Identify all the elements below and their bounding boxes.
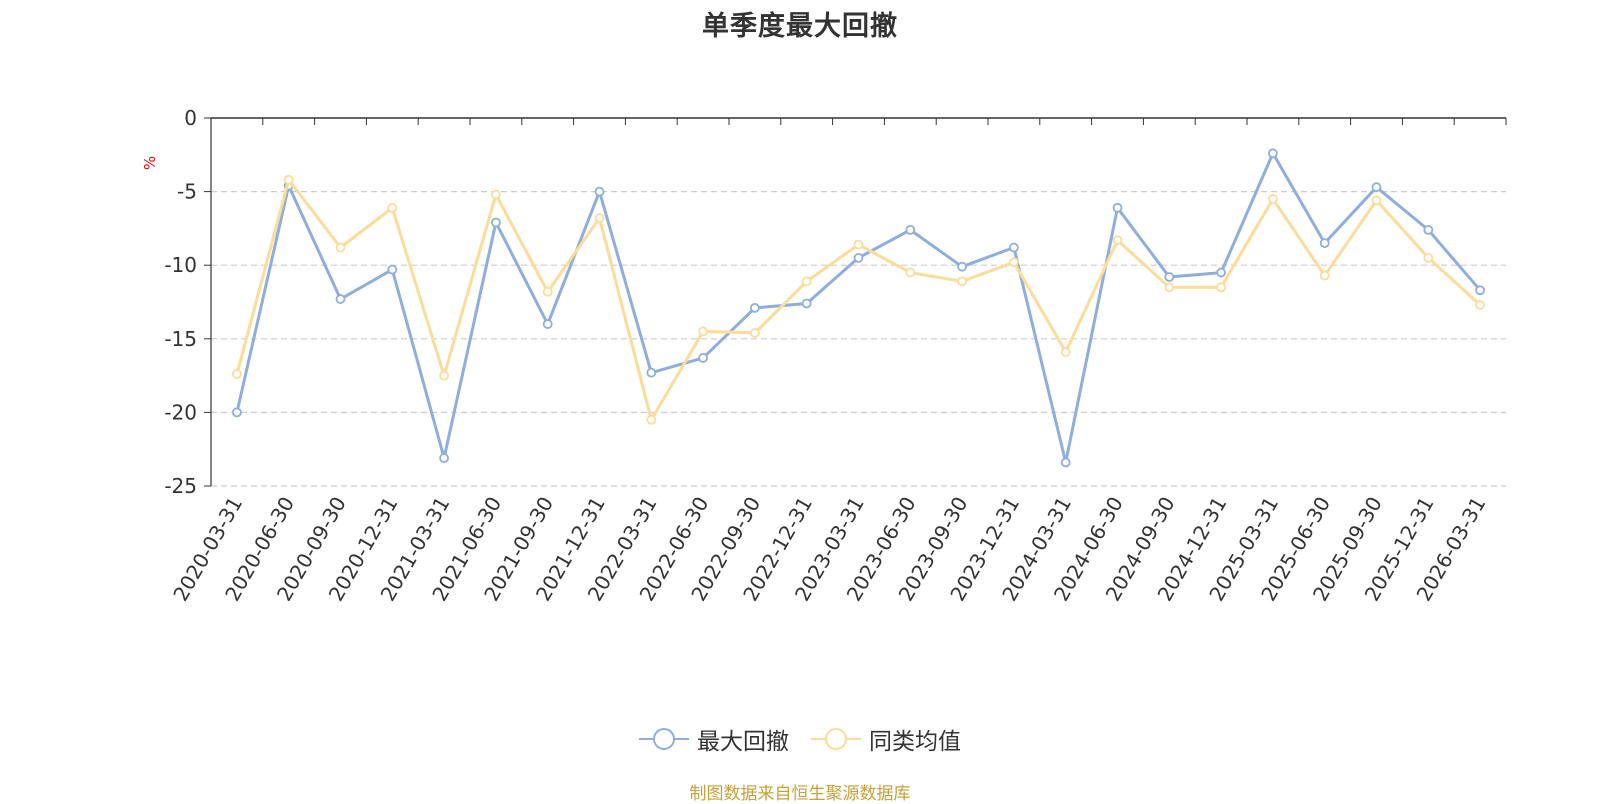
grid-lines xyxy=(211,191,1506,487)
data-point xyxy=(905,224,916,235)
data-point xyxy=(283,174,294,185)
series-layer xyxy=(231,148,1485,468)
data-point xyxy=(335,242,346,253)
data-point xyxy=(490,217,501,228)
data-point xyxy=(698,353,708,363)
data-point xyxy=(387,264,398,275)
data-point xyxy=(1164,272,1175,282)
data-point xyxy=(1164,282,1175,293)
legend-item-max-drawdown[interactable]: 最大回撤 xyxy=(639,722,789,756)
data-point xyxy=(594,213,605,223)
legend-label: 最大回撤 xyxy=(697,729,789,755)
data-point xyxy=(439,370,450,381)
data-point xyxy=(490,189,501,200)
y-axis-unit-label: % xyxy=(141,156,159,170)
data-point xyxy=(957,261,967,272)
data-point xyxy=(439,453,450,463)
y-tick-label: -25 xyxy=(164,474,197,498)
data-point xyxy=(1060,457,1071,468)
data-point xyxy=(646,414,657,425)
data-point xyxy=(1060,347,1071,357)
data-point xyxy=(853,239,864,250)
data-point xyxy=(905,267,916,278)
data-point xyxy=(853,252,864,263)
legend: 最大回撤 同类均值 xyxy=(0,722,1600,756)
y-tick-label: -5 xyxy=(177,180,197,204)
data-point xyxy=(231,407,242,418)
series-0 xyxy=(231,148,1485,468)
legend-circle xyxy=(653,728,675,750)
data-point xyxy=(1475,300,1485,310)
data-point xyxy=(646,367,657,378)
legend-circle xyxy=(825,728,847,750)
data-point xyxy=(542,286,553,297)
data-point xyxy=(1216,267,1226,278)
data-point xyxy=(801,298,812,309)
legend-marker-peer-average-icon xyxy=(811,728,861,750)
data-point xyxy=(1112,202,1123,213)
data-point xyxy=(1112,235,1123,246)
data-point xyxy=(750,328,760,338)
data-point xyxy=(698,326,708,337)
data-point xyxy=(801,276,812,287)
data-point xyxy=(594,186,605,197)
data-point xyxy=(957,276,967,287)
data-point xyxy=(1216,282,1226,293)
data-point xyxy=(1371,182,1382,193)
data-point xyxy=(1319,270,1330,281)
data-point xyxy=(231,369,242,380)
data-point xyxy=(1319,238,1330,249)
data-point xyxy=(750,302,760,313)
y-tick-label: -20 xyxy=(164,400,197,424)
data-point xyxy=(1268,194,1278,204)
data-point xyxy=(1371,195,1382,206)
y-tick-label: -10 xyxy=(164,253,197,277)
data-point xyxy=(1009,257,1019,268)
data-point xyxy=(1423,252,1434,263)
data-point xyxy=(1475,285,1485,296)
data-point xyxy=(387,202,398,213)
y-tick-label: 0 xyxy=(184,106,197,130)
data-point xyxy=(542,319,553,329)
data-point xyxy=(1423,224,1434,235)
data-source-note: 制图数据来自恒生聚源数据库 xyxy=(689,784,911,804)
legend-marker-max-drawdown-icon xyxy=(639,728,689,750)
data-point xyxy=(335,294,346,304)
series-1 xyxy=(231,174,1485,425)
axes: 0-5-10-15-20-252020-03-312020-06-302020-… xyxy=(164,106,1507,605)
chart-title: 单季度最大回撤 xyxy=(702,11,898,42)
y-tick-label: -15 xyxy=(164,327,197,351)
legend-label: 同类均值 xyxy=(869,729,961,755)
data-point xyxy=(1268,148,1278,159)
legend-item-peer-average[interactable]: 同类均值 xyxy=(811,722,961,756)
data-point xyxy=(1009,242,1019,253)
